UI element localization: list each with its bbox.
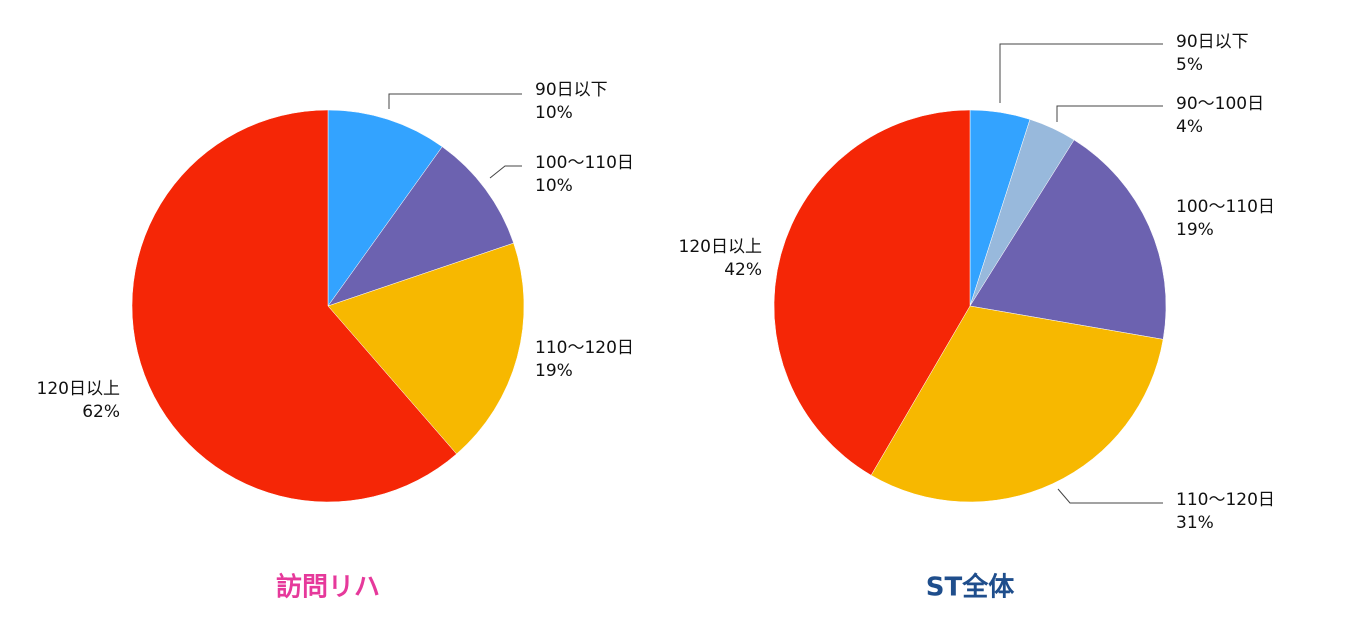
slice-label: 120日以上 bbox=[679, 237, 762, 257]
slice-percent: 42% bbox=[724, 260, 762, 280]
slice-percent: 5% bbox=[1176, 55, 1203, 75]
slice-label: 100〜110日 bbox=[535, 153, 634, 173]
pie-slice bbox=[131, 109, 457, 503]
pie-slice bbox=[969, 139, 1167, 340]
slice-label: 100〜110日 bbox=[1176, 197, 1275, 217]
slice-percent: 31% bbox=[1176, 513, 1214, 533]
pie-slice bbox=[870, 305, 1164, 503]
pie-slice bbox=[327, 146, 514, 307]
slice-percent: 62% bbox=[82, 402, 120, 422]
slice-percent: 19% bbox=[1176, 220, 1214, 240]
slice-label: 90〜100日 bbox=[1176, 94, 1264, 114]
slice-label: 110〜120日 bbox=[1176, 490, 1275, 510]
pie-chart-1: 90日以下 10% 100〜110日 10% 110〜120日 19% 120日以上 62% 訪… bbox=[37, 80, 634, 603]
slice-label: 110〜120日 bbox=[535, 338, 634, 358]
leader-line bbox=[388, 93, 522, 109]
slice-percent: 4% bbox=[1176, 117, 1203, 137]
slice-label: 120日以上 bbox=[37, 379, 120, 399]
slice-percent: 10% bbox=[535, 176, 573, 196]
leader-line bbox=[1057, 488, 1163, 504]
chart-title: 訪問リハ bbox=[276, 572, 380, 603]
slice-percent: 19% bbox=[535, 361, 573, 381]
pie-slice bbox=[327, 242, 525, 455]
pie-chart-2: 90日以下 5% 90〜100日 4% 100〜110日 19% 110〜120日 31% 12… bbox=[679, 32, 1275, 603]
pie-slice bbox=[773, 109, 971, 476]
leader-line bbox=[1056, 105, 1163, 122]
leader-line bbox=[999, 43, 1163, 103]
chart-title: ST全体 bbox=[926, 572, 1015, 603]
slice-label: 90日以下 bbox=[1176, 32, 1249, 52]
slice-percent: 10% bbox=[535, 103, 573, 123]
leader-line bbox=[489, 165, 522, 179]
pie-slice bbox=[327, 109, 443, 307]
slice-label: 90日以下 bbox=[535, 80, 608, 100]
